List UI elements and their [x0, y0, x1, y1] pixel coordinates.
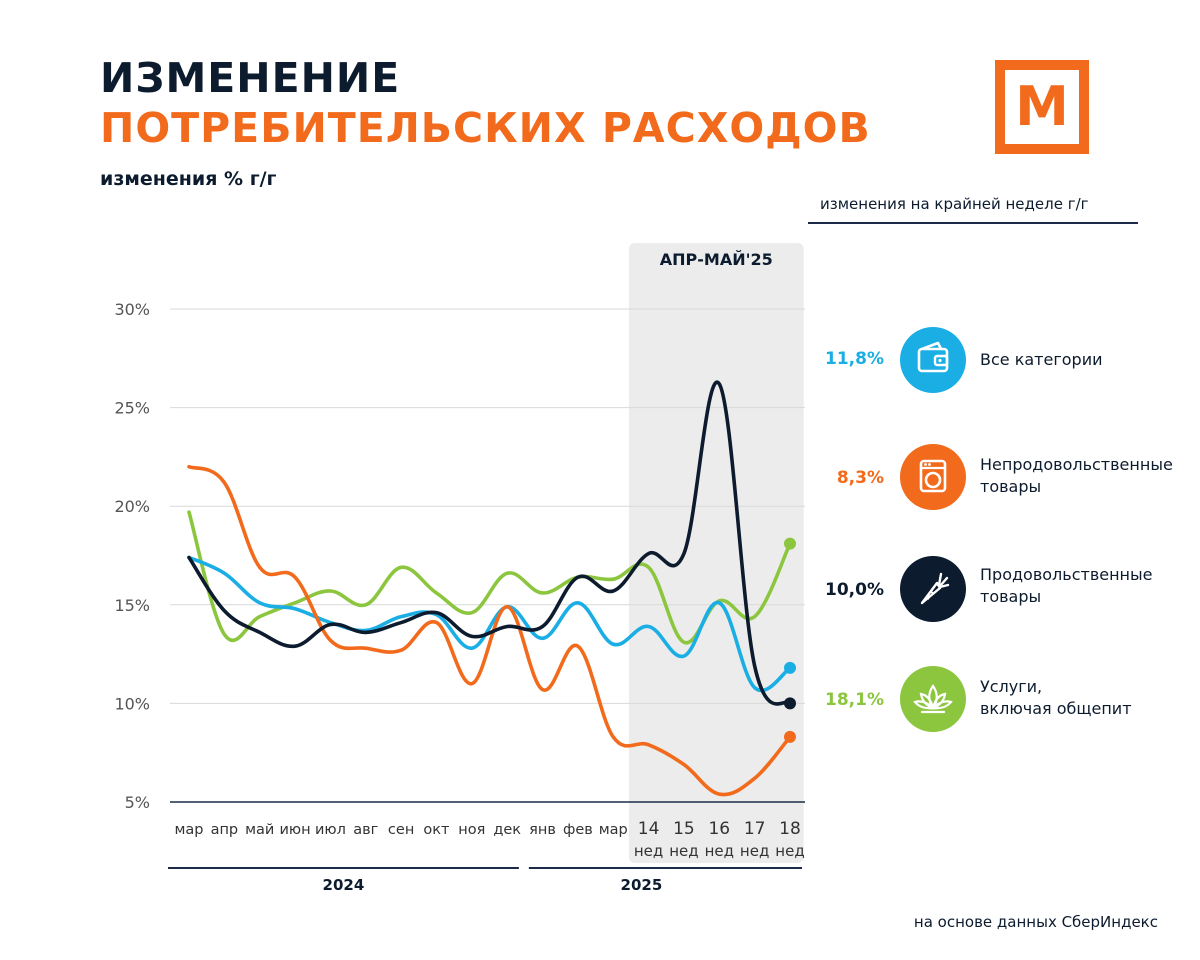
washing-machine-icon: [900, 444, 966, 510]
legend-label-line2: включая общепит: [980, 699, 1132, 718]
y-tick-label: 15%: [114, 596, 150, 615]
y-tick-label: 25%: [114, 399, 150, 418]
highlight-band: [628, 243, 804, 863]
title-line-2: ПОТРЕБИТЕЛЬСКИХ РАСХОДОВ: [100, 104, 871, 152]
x-tick-sublabel: нед: [669, 842, 698, 860]
series-line-3: [187, 510, 792, 645]
y-tick-label: 20%: [114, 497, 150, 516]
x-tick-label: 18: [779, 819, 801, 839]
x-tick-label: 14: [638, 819, 660, 839]
x-tick-label: июл: [315, 822, 346, 838]
x-tick-label: мар: [599, 822, 628, 838]
x-tick-label: июн: [279, 822, 310, 838]
x-tick-label: 15: [673, 819, 695, 839]
highlight-label: АПР-МАЙ'25: [660, 250, 773, 269]
x-tick-label: мар: [174, 822, 203, 838]
wallet-icon: [900, 327, 966, 393]
series-line-1: [187, 464, 792, 797]
x-tick-label: авг: [353, 822, 378, 838]
x-tick-label: сен: [388, 822, 414, 838]
x-tick-label: дек: [493, 822, 521, 838]
legend-header-rule: [808, 222, 1138, 224]
legend-label: Услуги, включая общепит: [980, 676, 1132, 720]
x-tick-sublabel: нед: [740, 842, 769, 860]
x-tick-label: 16: [708, 819, 730, 839]
legend-label-line2: товары: [980, 477, 1042, 496]
legend-label-line1: Продовольственные: [980, 565, 1153, 584]
legend-item-all-categories: 11,8% Все категории: [820, 327, 1160, 397]
legend-label: Непродовольственные товары: [980, 454, 1173, 498]
legend-label-line1: Непродовольственные: [980, 455, 1173, 474]
y-tick-label: 30%: [114, 300, 150, 319]
x-tick-label: 17: [744, 819, 766, 839]
y-tick-label: 10%: [114, 694, 150, 713]
x-tick-label: янв: [529, 822, 556, 838]
legend-value: 11,8%: [825, 349, 884, 369]
year-label: 2024: [323, 876, 365, 894]
x-tick-label: май: [245, 822, 274, 838]
legend-item-food: 10,0% Продовольственные товары: [820, 556, 1160, 626]
x-tick-label: фев: [563, 822, 593, 838]
x-tick-label: окт: [423, 822, 450, 838]
data-source-note: на основе данных СберИндекс: [913, 913, 1158, 931]
x-tick-label: ноя: [458, 822, 485, 838]
carrot-icon: [900, 556, 966, 622]
series-end-point-2: [784, 697, 796, 710]
legend-label: Продовольственные товары: [980, 564, 1153, 608]
x-tick-label: апр: [211, 822, 239, 838]
legend-label-line2: товары: [980, 587, 1042, 606]
series-end-point-0: [784, 661, 796, 674]
legend-header: изменения на крайней неделе г/г: [820, 195, 1089, 213]
legend-value: 10,0%: [825, 580, 884, 600]
legend-label-line1: Услуги,: [980, 677, 1043, 696]
brand-logo: М: [995, 60, 1089, 154]
legend-value: 18,1%: [825, 690, 884, 710]
x-tick-sublabel: нед: [634, 842, 663, 860]
x-tick-sublabel: нед: [775, 842, 804, 860]
logo-letter: М: [1015, 75, 1069, 138]
legend-item-services: 18,1% Услуги, включая общепит: [820, 666, 1160, 736]
y-tick-label: 5%: [125, 793, 150, 812]
legend-label: Все категории: [980, 350, 1103, 369]
series-end-point-3: [784, 537, 796, 550]
series-line-2: [187, 380, 792, 706]
year-label: 2025: [621, 876, 663, 894]
legend-item-non-food: 8,3% Непродовольственные товары: [820, 444, 1173, 514]
chart-subtitle: изменения % г/г: [100, 168, 277, 190]
series-end-point-1: [784, 730, 796, 743]
series-line-0: [187, 555, 792, 693]
legend-value: 8,3%: [836, 468, 884, 488]
x-tick-sublabel: нед: [705, 842, 734, 860]
lotus-icon: [900, 666, 966, 732]
title-line-1: ИЗМЕНЕНИЕ: [100, 54, 401, 102]
